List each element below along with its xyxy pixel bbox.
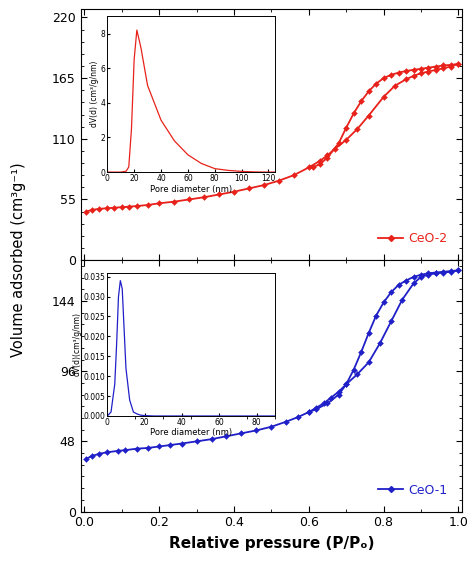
Legend: CeO-2: CeO-2 bbox=[373, 227, 452, 250]
Text: Volume adsorbed (cm³g⁻¹): Volume adsorbed (cm³g⁻¹) bbox=[11, 163, 27, 357]
X-axis label: Relative pressure (P/Pₒ): Relative pressure (P/Pₒ) bbox=[169, 536, 374, 551]
Legend: CeO-1: CeO-1 bbox=[373, 479, 452, 502]
